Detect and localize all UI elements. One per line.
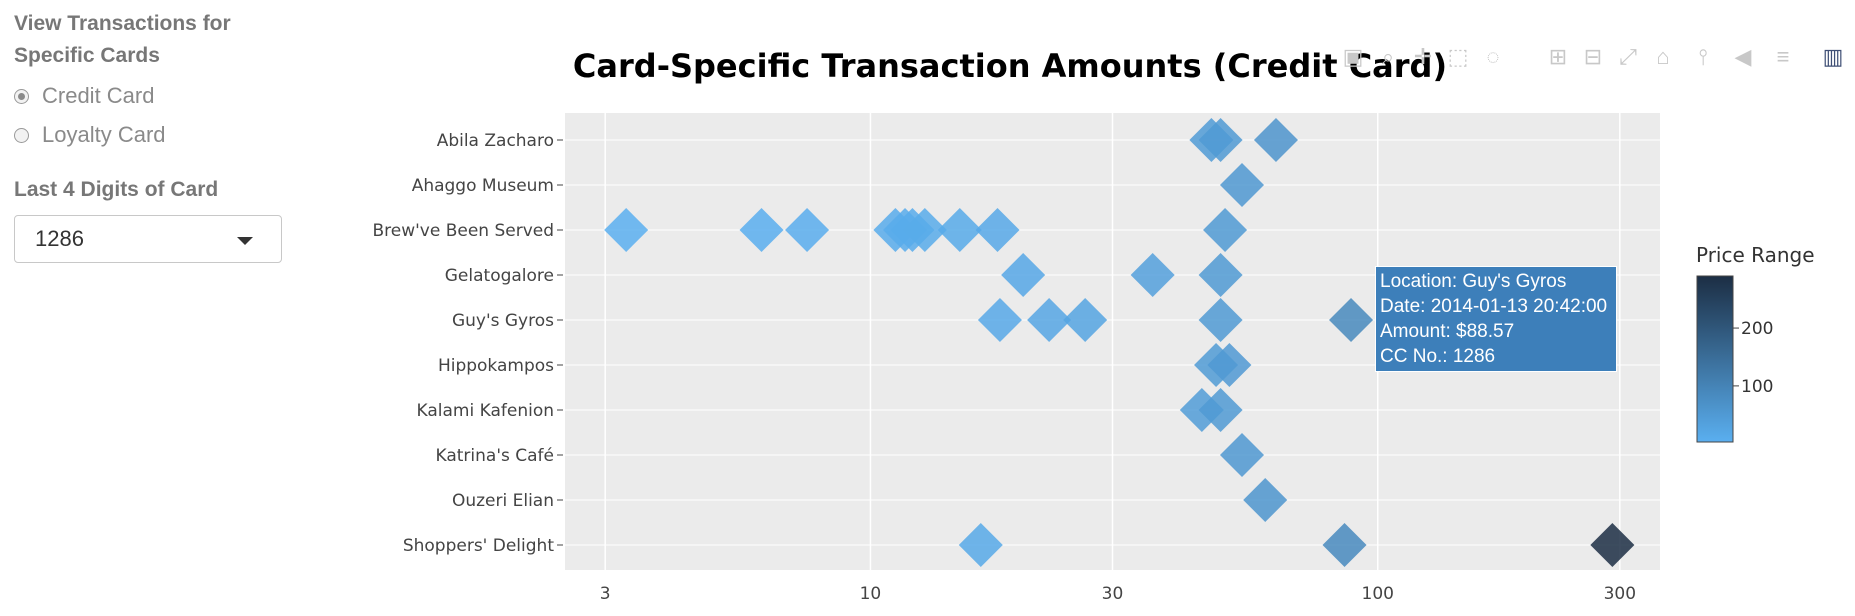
radio-loyalty-card[interactable]: Loyalty Card [14, 121, 166, 149]
chart-title: Card-Specific Transaction Amounts (Credi… [573, 47, 1447, 85]
y-tick-label: Gelatogalore [445, 266, 554, 286]
y-tick-label: Ahaggo Museum [412, 176, 554, 196]
data-point-diamond [902, 208, 947, 252]
y-tick-label: Kalami Kafenion [417, 401, 554, 421]
radio-selected-icon[interactable] [14, 88, 29, 104]
hover-tooltip: Location: Guy's Gyros Date: 2014-01-13 2… [1375, 266, 1617, 372]
data-point-diamond [1590, 523, 1635, 567]
data-point-diamond [1253, 118, 1298, 162]
box-select-icon[interactable]: ⬚ [1447, 44, 1469, 69]
data-point-diamond [1203, 208, 1248, 252]
colorbar-gradient [1696, 275, 1734, 443]
y-axis: Abila Zacharo Ahaggo Museum Brew've Been S… [372, 131, 563, 556]
data-point-diamond [1027, 298, 1072, 342]
card-filter-heading: View Transactions for Specific Cards [14, 8, 231, 72]
x-tick-label: 30 [1102, 584, 1124, 604]
data-point-diamond [1198, 253, 1243, 297]
data-point-diamond [977, 298, 1022, 342]
x-tick-label: 100 [1362, 584, 1394, 604]
card-digits-select[interactable]: 1286 [14, 215, 282, 263]
hover-compare-icon[interactable]: ≡ [1776, 44, 1790, 69]
tooltip-location: Location: Guy's Gyros [1380, 271, 1567, 292]
tooltip-date: Date: 2014-01-13 20:42:00 [1380, 296, 1608, 317]
data-point-diamond [1243, 478, 1288, 522]
radio-credit-card[interactable]: Credit Card [14, 82, 154, 110]
data-point-diamond [1198, 118, 1243, 162]
autoscale-icon[interactable]: ⤢ [1619, 44, 1637, 69]
sidebar: View Transactions for Specific Cards Cre… [0, 0, 300, 616]
data-point-diamond [937, 208, 982, 252]
data-point-diamond [739, 208, 784, 252]
colorbar: Price Range 100 200 [1696, 243, 1815, 443]
radio-loyalty-card-label: Loyalty Card [42, 122, 166, 147]
spike-lines-icon[interactable]: ⫯ [1698, 44, 1708, 69]
x-tick-label: 3 [600, 584, 611, 604]
data-point-diamond [604, 208, 649, 252]
data-point-diamond [958, 523, 1003, 567]
card-filter-heading-line1: View Transactions for [14, 12, 231, 35]
colorbar-ticks: 100 200 [1733, 319, 1773, 397]
lasso-select-icon[interactable]: ◌ [1486, 44, 1500, 69]
data-point-diamond [975, 208, 1020, 252]
data-point-diamond [1198, 388, 1243, 432]
colorbar-title: Price Range [1696, 243, 1815, 267]
data-point-diamond [1322, 523, 1367, 567]
pan-icon[interactable]: ✛ [1413, 44, 1433, 69]
data-point-diamond [1198, 298, 1243, 342]
y-tick-label: Ouzeri Elian [452, 491, 554, 511]
tooltip-card-number: CC No.: 1286 [1380, 346, 1496, 367]
radio-credit-card-label: Credit Card [42, 83, 155, 108]
camera-icon[interactable]: ▣ [1342, 44, 1364, 69]
data-markers [604, 118, 1635, 567]
zoom-icon[interactable]: ⌕ [1381, 44, 1395, 69]
colorbar-tick-label: 200 [1741, 319, 1773, 339]
data-point-diamond [1063, 298, 1108, 342]
x-tick-label: 300 [1604, 584, 1636, 604]
data-point-diamond [1001, 253, 1046, 297]
y-tick-label: Guy's Gyros [452, 311, 554, 331]
card-digits-value: 1286 [35, 226, 84, 251]
data-point-diamond [1220, 163, 1265, 207]
tooltip-amount: Amount: $88.57 [1380, 321, 1515, 342]
card-digits-label: Last 4 Digits of Card [14, 178, 219, 201]
y-tick-label: Hippokampos [438, 356, 554, 376]
data-point-diamond [1130, 253, 1175, 297]
plot-modebar: ▣ ⌕ ✛ ⬚ ◌ ⊞ ⊟ ⤢ ⌂ ⫯ ◀ ≡ ▥ [1340, 44, 1850, 72]
reset-axes-icon[interactable]: ⌂ [1656, 44, 1670, 69]
data-point-diamond [1329, 298, 1374, 342]
data-point-diamond [1220, 433, 1265, 477]
chevron-down-icon[interactable] [237, 237, 253, 245]
y-tick-label: Katrina's Café [435, 446, 554, 466]
plotly-logo-icon[interactable]: ▥ [1822, 44, 1844, 69]
y-tick-label: Abila Zacharo [437, 131, 554, 151]
x-axis: 3 10 30 100 300 [600, 584, 1636, 604]
radio-unselected-icon[interactable] [14, 127, 29, 143]
colorbar-tick-label: 100 [1741, 377, 1773, 397]
zoom-in-icon[interactable]: ⊞ [1548, 44, 1568, 69]
zoom-out-icon[interactable]: ⊟ [1583, 44, 1603, 69]
data-point-diamond [1207, 343, 1252, 387]
hover-closest-icon[interactable]: ◀ [1734, 44, 1752, 69]
y-tick-label: Shoppers' Delight [403, 536, 554, 556]
y-tick-label: Brew've Been Served [372, 221, 554, 241]
card-filter-heading-line2: Specific Cards [14, 44, 160, 67]
data-point-diamond [785, 208, 830, 252]
x-tick-label: 10 [860, 584, 882, 604]
